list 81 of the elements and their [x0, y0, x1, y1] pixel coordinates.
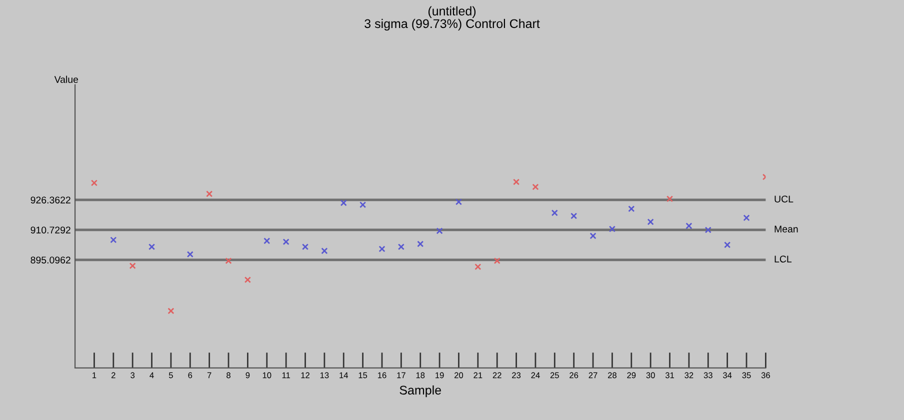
- point: [570, 212, 578, 220]
- x-tick-label: 13: [320, 372, 329, 378]
- point: [302, 244, 309, 250]
- x-tick-label: 28: [608, 372, 616, 378]
- point: [168, 308, 174, 314]
- point: [110, 236, 117, 244]
- x-tick-label: 16: [378, 372, 386, 378]
- x-tick-label: 19: [436, 372, 444, 378]
- x-tick-label: 6: [188, 372, 192, 378]
- x-tick-label: 5: [168, 372, 173, 378]
- x-tick-label: 1: [92, 372, 96, 378]
- x-tick-label: 33: [704, 372, 712, 378]
- x-tick-label: 34: [723, 372, 732, 378]
- point: [474, 263, 482, 270]
- point: [206, 190, 213, 198]
- point: [90, 180, 98, 186]
- point: [455, 198, 462, 206]
- x-tick-label: 27: [588, 372, 598, 378]
- point: [417, 240, 424, 248]
- x-tick-label: 8: [226, 372, 230, 378]
- x-tick-label: 22: [492, 372, 502, 378]
- x-tick-label: 3: [130, 372, 135, 378]
- x-tick-label: 25: [550, 372, 559, 378]
- y-tick-label: 910.7292: [30, 226, 70, 234]
- point: [686, 222, 692, 230]
- point: [225, 258, 232, 264]
- x-tick-label: 30: [646, 372, 655, 378]
- x-tick-label: 21: [474, 372, 482, 378]
- point: [724, 242, 731, 248]
- ref-line-label: UCL: [774, 196, 794, 202]
- ref-line-label: Mean: [774, 226, 798, 232]
- point: [704, 226, 712, 234]
- ref-line-label: LCL: [774, 256, 792, 262]
- x-tick-label: 26: [570, 372, 578, 378]
- point: [148, 244, 156, 250]
- x-tick-label: 14: [340, 372, 348, 378]
- x-tick-label: 4: [150, 372, 154, 378]
- x-tick-label: 17: [397, 372, 406, 378]
- point: [532, 184, 539, 190]
- y-axis-title: Value: [54, 76, 78, 83]
- x-tick-label: 36: [761, 372, 770, 378]
- point: [264, 238, 270, 244]
- chart-title: (untitled): [428, 6, 476, 18]
- point: [647, 218, 654, 226]
- point: [512, 178, 520, 186]
- point: [398, 244, 404, 250]
- x-axis-title: Sample: [400, 385, 441, 398]
- x-tick-label: 31: [665, 372, 674, 378]
- point: [494, 258, 500, 264]
- point: [340, 200, 347, 206]
- point: [436, 228, 443, 234]
- x-tick-label: 32: [684, 372, 694, 378]
- x-tick-label: 35: [742, 372, 751, 378]
- x-tick-label: 15: [358, 372, 368, 378]
- point: [282, 238, 290, 246]
- x-tick-label: 7: [207, 372, 212, 378]
- point: [590, 232, 596, 240]
- x-tick-label: 23: [512, 372, 521, 378]
- x-tick-label: 18: [416, 372, 425, 378]
- x-tick-label: 2: [112, 372, 116, 378]
- point: [360, 201, 366, 208]
- point: [378, 246, 386, 252]
- point: [628, 206, 635, 212]
- x-tick-label: 9: [246, 372, 250, 378]
- x-tick-label: 10: [262, 372, 272, 378]
- point: [186, 251, 194, 258]
- x-tick-label: 20: [454, 372, 464, 378]
- point: [743, 214, 750, 222]
- point: [608, 226, 616, 232]
- x-tick-label: 11: [282, 372, 290, 378]
- x-tick-label: 24: [531, 372, 540, 378]
- point: [244, 276, 251, 284]
- y-tick-label: 926.3622: [30, 196, 70, 204]
- chart-subtitle: 3 sigma (99.73%) Control Chart: [364, 18, 540, 31]
- x-tick-label: 29: [627, 372, 636, 378]
- point: [321, 248, 328, 254]
- y-tick-label: 895.0962: [30, 256, 70, 264]
- point: [129, 262, 136, 270]
- x-tick-label: 12: [301, 372, 310, 378]
- point: [666, 196, 674, 202]
- point: [551, 210, 558, 216]
